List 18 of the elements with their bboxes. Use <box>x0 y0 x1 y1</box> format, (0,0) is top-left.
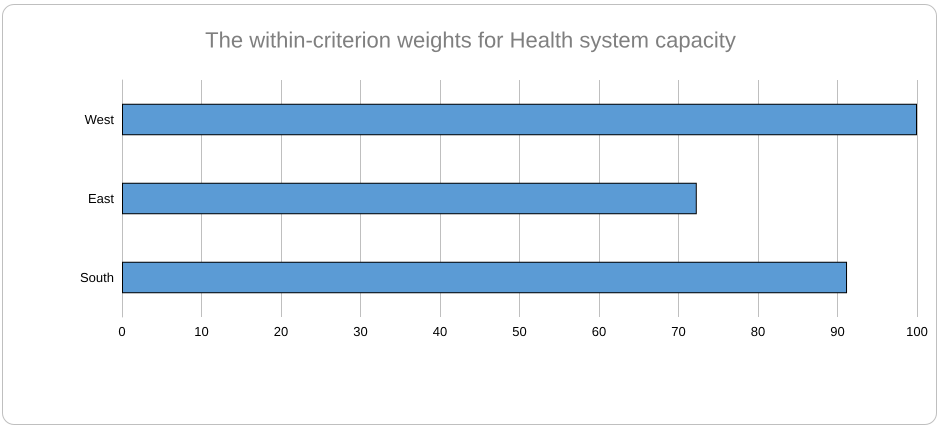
x-tick-label: 10 <box>194 324 209 339</box>
y-tick-label: East <box>88 191 114 206</box>
x-tick-label: 90 <box>830 324 845 339</box>
x-tick-label: 50 <box>512 324 527 339</box>
y-tick-label: South <box>80 270 114 285</box>
x-tick-label: 20 <box>274 324 288 339</box>
x-tick-label: 70 <box>671 324 686 339</box>
x-tick-label: 30 <box>353 324 368 339</box>
y-tick-label: West <box>84 112 114 127</box>
x-tick-label: 100 <box>906 324 928 339</box>
x-tick-label: 0 <box>118 324 126 339</box>
bar <box>122 182 697 214</box>
x-tick-label: 80 <box>750 324 766 339</box>
bar <box>122 262 848 294</box>
bar <box>122 104 917 136</box>
x-tick-label: 40 <box>432 324 448 339</box>
chart-title: The within-criterion weights for Health system capacity <box>205 28 736 52</box>
x-tick-label: 60 <box>592 324 606 339</box>
